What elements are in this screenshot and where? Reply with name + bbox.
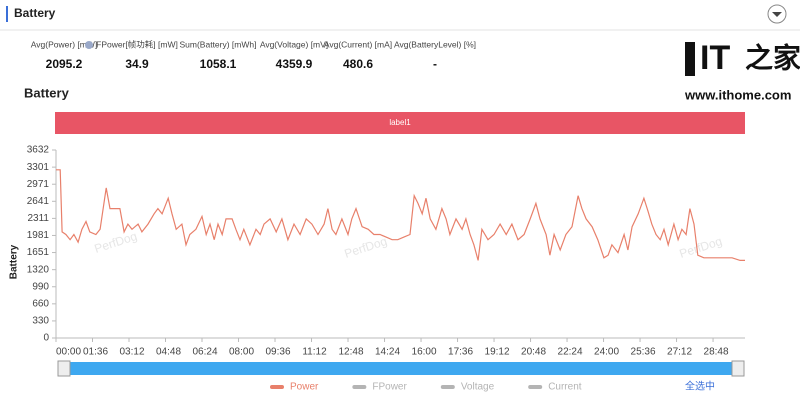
y-tick-label: 1320 (27, 264, 50, 275)
legend-label[interactable]: Voltage (461, 382, 495, 393)
x-tick-label: 14:24 (375, 347, 400, 358)
y-tick-label: 1651 (27, 247, 50, 258)
legend-swatch[interactable] (270, 385, 284, 389)
banner-label: label1 (389, 118, 411, 127)
stat-value: 480.6 (343, 57, 373, 71)
y-tick-label: 1981 (27, 230, 50, 241)
x-tick-label: 01:36 (83, 347, 108, 358)
banner (55, 112, 745, 134)
x-tick-label: 08:00 (229, 347, 254, 358)
y-tick-label: 0 (43, 333, 49, 344)
slider-handle[interactable] (731, 360, 745, 377)
y-axis-label: Battery (9, 244, 20, 279)
y-tick-label: 660 (32, 298, 49, 309)
y-tick-label: 2641 (27, 196, 50, 207)
slider-handle[interactable] (57, 360, 71, 377)
stat-label: Sum(Battery) [mWh] (180, 39, 257, 49)
range-slider[interactable] (64, 362, 738, 375)
x-tick-label: 17:36 (448, 347, 473, 358)
legend-label[interactable]: Power (290, 382, 319, 393)
stat-label: FPower[帧功耗] [mW] (96, 39, 178, 49)
x-tick-label: 24:00 (594, 347, 619, 358)
legend-swatch[interactable] (528, 385, 543, 389)
help-icon[interactable] (85, 41, 93, 49)
x-tick-label: 09:36 (266, 347, 291, 358)
x-tick-label: 06:24 (192, 347, 217, 358)
chart-title: Battery (24, 85, 70, 100)
logo-bar (685, 42, 695, 76)
stat-value: 4359.9 (276, 57, 313, 71)
y-tick-label: 330 (32, 316, 49, 327)
collapse-icon (772, 12, 782, 17)
x-tick-label: 00:00 (56, 347, 81, 358)
legend-label[interactable]: FPower (372, 382, 407, 393)
x-tick-label: 19:12 (485, 347, 510, 358)
x-tick-label: 04:48 (156, 347, 181, 358)
x-tick-label: 20:48 (521, 347, 546, 358)
header-accent (6, 6, 8, 22)
header-title: Battery (14, 6, 56, 20)
y-tick-label: 3632 (27, 145, 50, 156)
logo-mark: IT (700, 39, 730, 77)
stat-value: 1058.1 (200, 57, 237, 71)
y-tick-label: 2311 (27, 213, 49, 224)
stat-value: - (433, 57, 437, 71)
select-all[interactable]: 全选中 (685, 380, 715, 393)
x-tick-label: 25:36 (631, 347, 656, 358)
logo-brand: 之家 (745, 41, 800, 73)
x-tick-label: 03:12 (119, 347, 144, 358)
legend-label[interactable]: Current (548, 382, 582, 393)
x-tick-label: 27:12 (667, 347, 692, 358)
legend-swatch[interactable] (440, 385, 455, 389)
x-tick-label: 16:00 (412, 347, 437, 358)
y-tick-label: 990 (32, 281, 49, 292)
stat-value: 2095.2 (46, 57, 83, 71)
stat-label: Avg(Voltage) [mV] (260, 39, 328, 49)
x-tick-label: 22:24 (558, 347, 583, 358)
y-tick-label: 3301 (27, 162, 50, 173)
x-tick-label: 11:12 (302, 347, 327, 358)
stat-label: Avg(Power) [mW] (31, 39, 97, 49)
stat-label: Avg(Current) [mA] (324, 39, 392, 49)
y-tick-label: 2971 (27, 179, 50, 190)
x-tick-label: 28:48 (704, 347, 729, 358)
stat-label: Avg(BatteryLevel) [%] (394, 39, 476, 49)
stat-value: 34.9 (125, 57, 149, 71)
x-tick-label: 12:48 (339, 347, 364, 358)
line-series (56, 169, 745, 261)
logo-url: www.ithome.com (684, 87, 791, 102)
legend-swatch[interactable] (352, 385, 367, 389)
